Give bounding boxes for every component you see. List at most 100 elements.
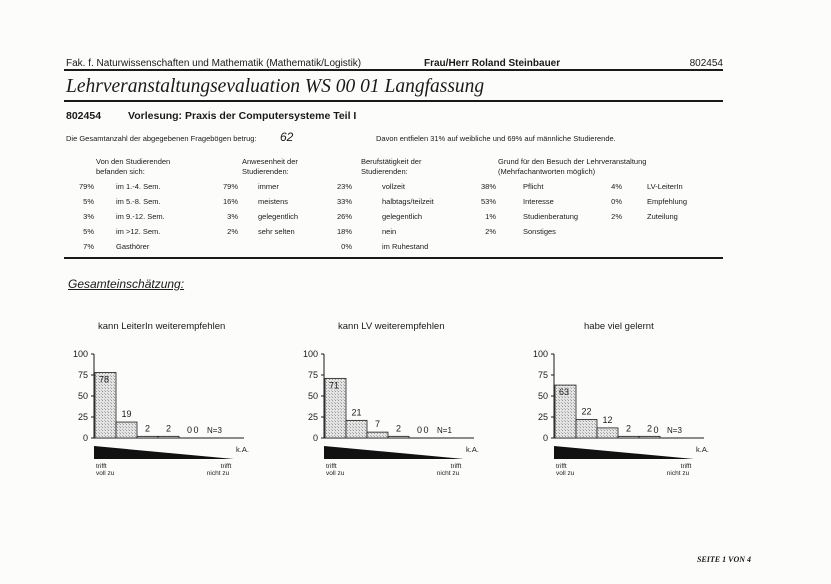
faculty-name: Fak. f. Naturwissenschaften und Mathemat… (66, 58, 362, 69)
stat-pct: 2% (611, 212, 622, 221)
page-footer: SEITE 1 VON 4 (696, 555, 751, 564)
total-value: 62 (280, 130, 294, 144)
bar-value-label: 63 (559, 387, 569, 397)
gender-note: Davon entfielen 31% auf weibliche und 69… (376, 134, 616, 143)
stat-label: im >12. Sem. (116, 227, 161, 236)
stat-label: immer (258, 182, 279, 191)
stat-label: gelegentlich (258, 212, 299, 221)
bar-value-label: 0 (417, 425, 422, 435)
stat-label: Pflicht (523, 182, 544, 191)
chart-title-1: kann LeiterIn weiterempfehlen (98, 321, 226, 332)
stat-pct: 38% (480, 182, 496, 191)
ka-value-label: 0 (653, 425, 658, 435)
attendance-heading: Anwesenheit der Studierenden: (242, 157, 298, 176)
bar-value-label: 21 (351, 407, 361, 417)
bar-value-label: 22 (581, 407, 591, 417)
bar (324, 377, 347, 439)
stat-label: LV-LeiterIn (647, 182, 683, 191)
stat-label: Empfehlung (647, 197, 688, 206)
y-tick-label: 50 (308, 391, 318, 401)
scale-right-label: trifft (451, 463, 462, 470)
bar (387, 435, 410, 439)
bar (157, 435, 180, 439)
scale-right-label: nicht zu (667, 470, 690, 477)
stat-pct: 4% (611, 182, 622, 191)
course-code: 802454 (66, 110, 102, 122)
scale-left-label: voll zu (96, 470, 115, 477)
bar (94, 372, 117, 439)
bar-value-label: 2 (626, 423, 631, 433)
stat-pct: 0% (611, 197, 622, 206)
bar (345, 419, 368, 439)
scale-left-label: voll zu (326, 470, 345, 477)
bar (366, 431, 389, 439)
bar-value-label: 12 (602, 415, 612, 425)
y-tick-label: 25 (78, 412, 88, 422)
stat-pct: 18% (336, 227, 352, 236)
stat-label: Zuteilung (647, 212, 678, 221)
ka-label: k.A. (236, 445, 249, 454)
scale-left-label: trifft (556, 463, 567, 470)
bar (115, 421, 138, 439)
stat-label: Sonstiges (523, 227, 556, 236)
stat-pct: 79% (222, 182, 238, 191)
y-tick-label: 75 (78, 370, 88, 380)
stat-pct: 7% (83, 242, 94, 251)
scale-left-label: trifft (96, 463, 107, 470)
stat-pct: 16% (222, 197, 238, 206)
stat-pct: 3% (227, 212, 238, 221)
header-course-code: 802454 (689, 58, 723, 69)
stat-label: sehr selten (258, 227, 295, 236)
employment-heading: Berufstätigkeit der Studierenden: (361, 157, 422, 176)
stat-label: Gasthörer (116, 242, 150, 251)
ka-label: k.A. (696, 445, 709, 454)
stat-pct: 1% (485, 212, 496, 221)
ka-label: k.A. (466, 445, 479, 454)
y-tick-label: 100 (303, 349, 318, 359)
bar-value-label: 19 (121, 409, 131, 419)
stat-pct: 5% (83, 227, 94, 236)
scale-wedge (94, 446, 234, 459)
y-tick-label: 25 (538, 412, 548, 422)
y-tick-label: 75 (538, 370, 548, 380)
stat-label: im 9.-12. Sem. (116, 212, 165, 221)
stat-pct: 33% (336, 197, 352, 206)
chart-title-2: kann LV weiterempfehlen (338, 321, 445, 332)
stat-label: nein (382, 227, 397, 236)
y-tick-label: 0 (543, 433, 548, 443)
n-label: N=3 (207, 426, 222, 435)
y-tick-label: 25 (308, 412, 318, 422)
lecturer-name: Frau/Herr Roland Steinbauer (424, 58, 561, 69)
stat-pct: 5% (83, 197, 94, 206)
semester-heading: Von den Studierenden befanden sich: (96, 157, 171, 176)
stat-pct: 26% (336, 212, 352, 221)
bar (575, 419, 598, 439)
y-tick-label: 100 (73, 349, 88, 359)
y-tick-label: 0 (313, 433, 318, 443)
scale-right-label: trifft (681, 463, 692, 470)
scale-wedge (554, 446, 694, 459)
stat-label: halbtags/teilzeit (382, 197, 434, 206)
bar (596, 427, 619, 439)
stat-label: meistens (258, 197, 289, 206)
bar-value-label: 0 (187, 425, 192, 435)
bar-value-label: 71 (329, 380, 339, 390)
bar-value-label: 78 (99, 374, 109, 384)
bar-value-label: 2 (647, 423, 652, 433)
bar (638, 435, 661, 439)
scale-wedge (324, 446, 464, 459)
scale-left-label: trifft (326, 463, 337, 470)
bar-value-label: 2 (396, 423, 401, 433)
page-title: Lehrveranstaltungsevaluation WS 00 01 La… (66, 76, 485, 97)
n-label: N=3 (667, 426, 682, 435)
ka-value-label: 0 (423, 425, 428, 435)
reason-heading: Grund für den Besuch der Lehrveranstaltu… (498, 157, 647, 176)
stat-label: Studienberatung (523, 212, 579, 221)
y-tick-label: 50 (538, 391, 548, 401)
stat-pct: 3% (83, 212, 94, 221)
stat-label: im Ruhestand (382, 242, 429, 251)
bar (136, 435, 159, 439)
chart-title-3: habe viel gelernt (584, 321, 654, 332)
stat-label: Interesse (523, 197, 554, 206)
